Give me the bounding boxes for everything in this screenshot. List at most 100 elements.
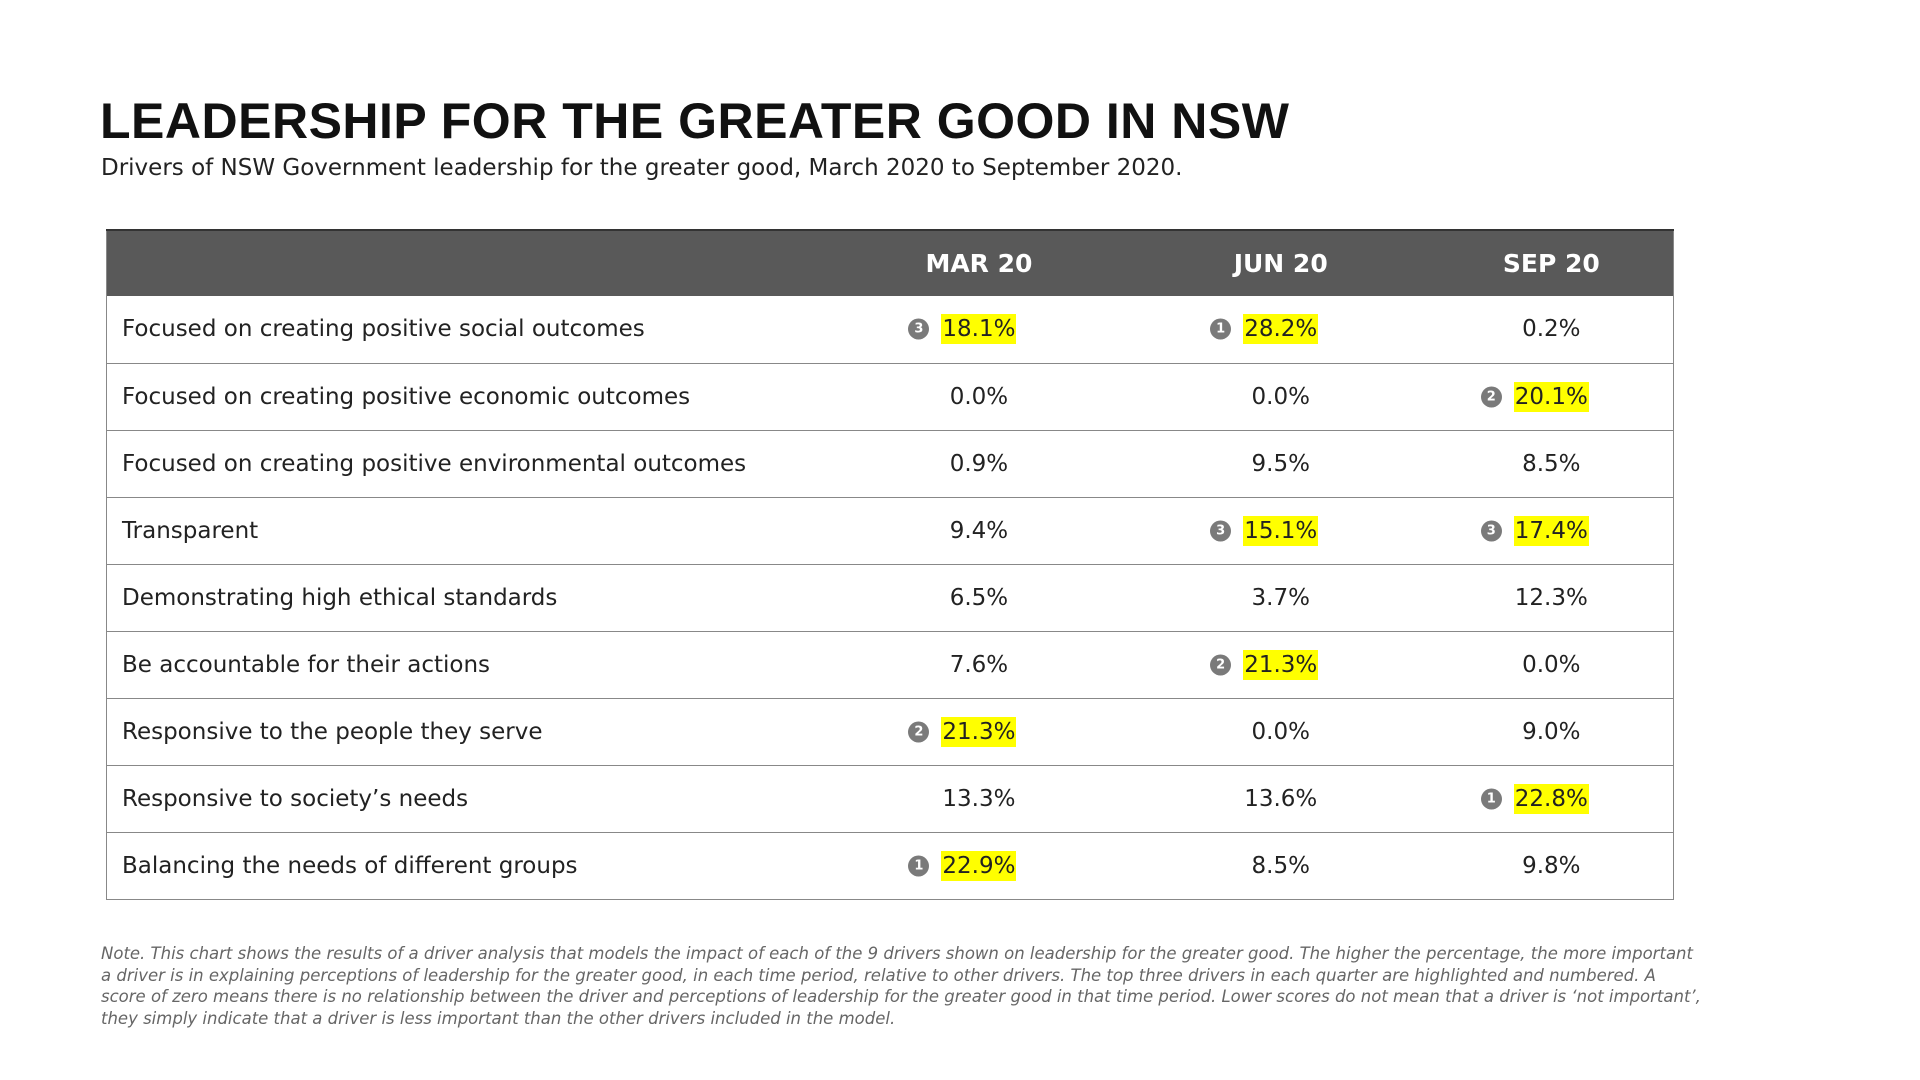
column-header-mar-20: MAR 20: [826, 229, 1132, 296]
value: 8.5%: [1522, 450, 1581, 477]
value-cell: 2 21.3%: [1132, 631, 1430, 698]
table-row: Responsive to the people they serve 2 21.3…: [106, 698, 1674, 765]
value-wrapper: 2 21.3%: [908, 716, 1017, 747]
value-cell: 0.0%: [826, 363, 1132, 430]
value-cell: 9.5%: [1132, 430, 1430, 497]
table-row: Focused on creating positive environment…: [106, 430, 1674, 497]
column-header-sep-20: SEP 20: [1429, 229, 1674, 296]
table-row: Transparent 9.4% 3 15.1% 3 17.4%: [106, 497, 1674, 564]
value-wrapper: 13.3%: [942, 786, 1015, 812]
value-wrapper: 7.6%: [950, 652, 1008, 678]
highlighted-value: 22.8%: [1513, 783, 1589, 814]
column-header-jun-20: JUN 20: [1131, 229, 1430, 296]
value-wrapper: 9.0%: [1522, 719, 1580, 745]
value-wrapper: 9.8%: [1522, 853, 1580, 879]
rank-badge-icon: 1: [908, 855, 930, 876]
table-row: Be accountable for their actions 7.6% 2 21.…: [106, 631, 1674, 698]
highlighted-value: 21.3%: [1243, 649, 1319, 680]
value: 9.8%: [1522, 852, 1581, 879]
value-wrapper: 0.0%: [1252, 719, 1310, 745]
value-cell: 2 20.1%: [1430, 363, 1674, 430]
rank-badge-icon: 2: [908, 721, 930, 742]
rank-badge-icon: 2: [1210, 654, 1232, 675]
value-wrapper: 2 20.1%: [1480, 381, 1589, 412]
value: 0.0%: [1251, 383, 1310, 410]
value-cell: 0.0%: [1132, 363, 1430, 430]
value-wrapper: 8.5%: [1522, 451, 1580, 477]
driver-label: Responsive to society’s needs: [122, 785, 469, 812]
value: 13.3%: [942, 785, 1016, 812]
table-header-row: MAR 20 JUN 20 SEP 20: [106, 229, 1674, 296]
value: 13.6%: [1244, 785, 1318, 812]
value: 8.5%: [1251, 852, 1310, 879]
value-wrapper: 6.5%: [950, 585, 1008, 611]
footnote: Note. This chart shows the results of a …: [101, 944, 1701, 1028]
value: 0.0%: [1251, 718, 1310, 745]
driver-label: Responsive to the people they serve: [122, 718, 543, 745]
value-cell: 1 22.8%: [1430, 765, 1674, 832]
highlighted-value: 22.9%: [941, 850, 1017, 881]
value: 0.0%: [1522, 651, 1581, 678]
value-wrapper: 9.4%: [950, 518, 1008, 544]
rank-badge-icon: 3: [1210, 520, 1232, 541]
value: 9.5%: [1251, 450, 1310, 477]
value-cell: 2 21.3%: [826, 698, 1132, 765]
value-wrapper: 3 18.1%: [908, 314, 1017, 345]
value-wrapper: 9.5%: [1252, 451, 1310, 477]
drivers-table: MAR 20 JUN 20 SEP 20 Focused on creating…: [106, 229, 1674, 900]
value: 6.5%: [949, 584, 1009, 611]
highlighted-value: 21.3%: [941, 716, 1017, 747]
value-cell: 0.0%: [1132, 698, 1430, 765]
value-cell: 1 28.2%: [1132, 296, 1430, 363]
value-wrapper: 1 28.2%: [1210, 314, 1319, 345]
value-cell: 3.7%: [1132, 564, 1430, 631]
value: 9.4%: [949, 517, 1009, 544]
highlighted-value: 20.1%: [1513, 381, 1589, 412]
value-wrapper: 0.0%: [1522, 652, 1580, 678]
value-wrapper: 0.0%: [950, 384, 1008, 410]
rank-badge-icon: 1: [1480, 788, 1502, 809]
rank-badge-icon: 2: [1480, 386, 1502, 407]
table-row: Focused on creating positive economic ou…: [106, 363, 1674, 430]
value-cell: 6.5%: [826, 564, 1132, 631]
highlighted-value: 17.4%: [1513, 515, 1589, 546]
value-cell: 0.9%: [826, 430, 1132, 497]
value-cell: 7.6%: [826, 631, 1132, 698]
value-wrapper: 3.7%: [1252, 585, 1310, 611]
value: 0.9%: [949, 450, 1009, 477]
driver-label: Focused on creating positive environment…: [122, 450, 747, 477]
highlighted-value: 28.2%: [1243, 314, 1319, 345]
value-cell: 0.2%: [1430, 296, 1674, 363]
value: 12.3%: [1514, 584, 1588, 611]
value-wrapper: 3 15.1%: [1210, 515, 1319, 546]
table-row: Focused on creating positive social outc…: [106, 296, 1674, 363]
highlighted-value: 15.1%: [1243, 515, 1319, 546]
value: 9.0%: [1522, 718, 1581, 745]
value-cell: 13.6%: [1132, 765, 1430, 832]
value-cell: 8.5%: [1430, 430, 1674, 497]
page-subtitle: Drivers of NSW Government leadership for…: [101, 155, 1183, 181]
value-cell: 12.3%: [1430, 564, 1674, 631]
driver-label: Balancing the needs of different groups: [122, 852, 578, 879]
value-cell: 3 17.4%: [1430, 497, 1674, 564]
value-wrapper: 12.3%: [1515, 585, 1588, 611]
driver-label: Be accountable for their actions: [122, 651, 491, 678]
value-cell: 9.8%: [1430, 832, 1674, 899]
value-wrapper: 8.5%: [1252, 853, 1310, 879]
value-wrapper: 0.0%: [1252, 384, 1310, 410]
page-title: LEADERSHIP FOR THE GREATER GOOD IN NSW: [100, 93, 1290, 149]
value-cell: 9.0%: [1430, 698, 1674, 765]
value-wrapper: 1 22.8%: [1480, 783, 1589, 814]
value-cell: 9.4%: [826, 497, 1132, 564]
value-wrapper: 2 21.3%: [1210, 649, 1319, 680]
driver-label: Focused on creating positive economic ou…: [122, 383, 691, 410]
value-cell: 13.3%: [826, 765, 1132, 832]
highlighted-value: 18.1%: [941, 314, 1017, 345]
driver-label: Transparent: [122, 517, 259, 544]
value: 0.0%: [949, 383, 1009, 410]
value-wrapper: 0.9%: [950, 451, 1008, 477]
table-row: Demonstrating high ethical standards 6.5%…: [106, 564, 1674, 631]
value: 3.7%: [1251, 584, 1310, 611]
table-row: Responsive to society’s needs 13.3% 13.6% 1…: [106, 765, 1674, 832]
value: 7.6%: [949, 651, 1009, 678]
